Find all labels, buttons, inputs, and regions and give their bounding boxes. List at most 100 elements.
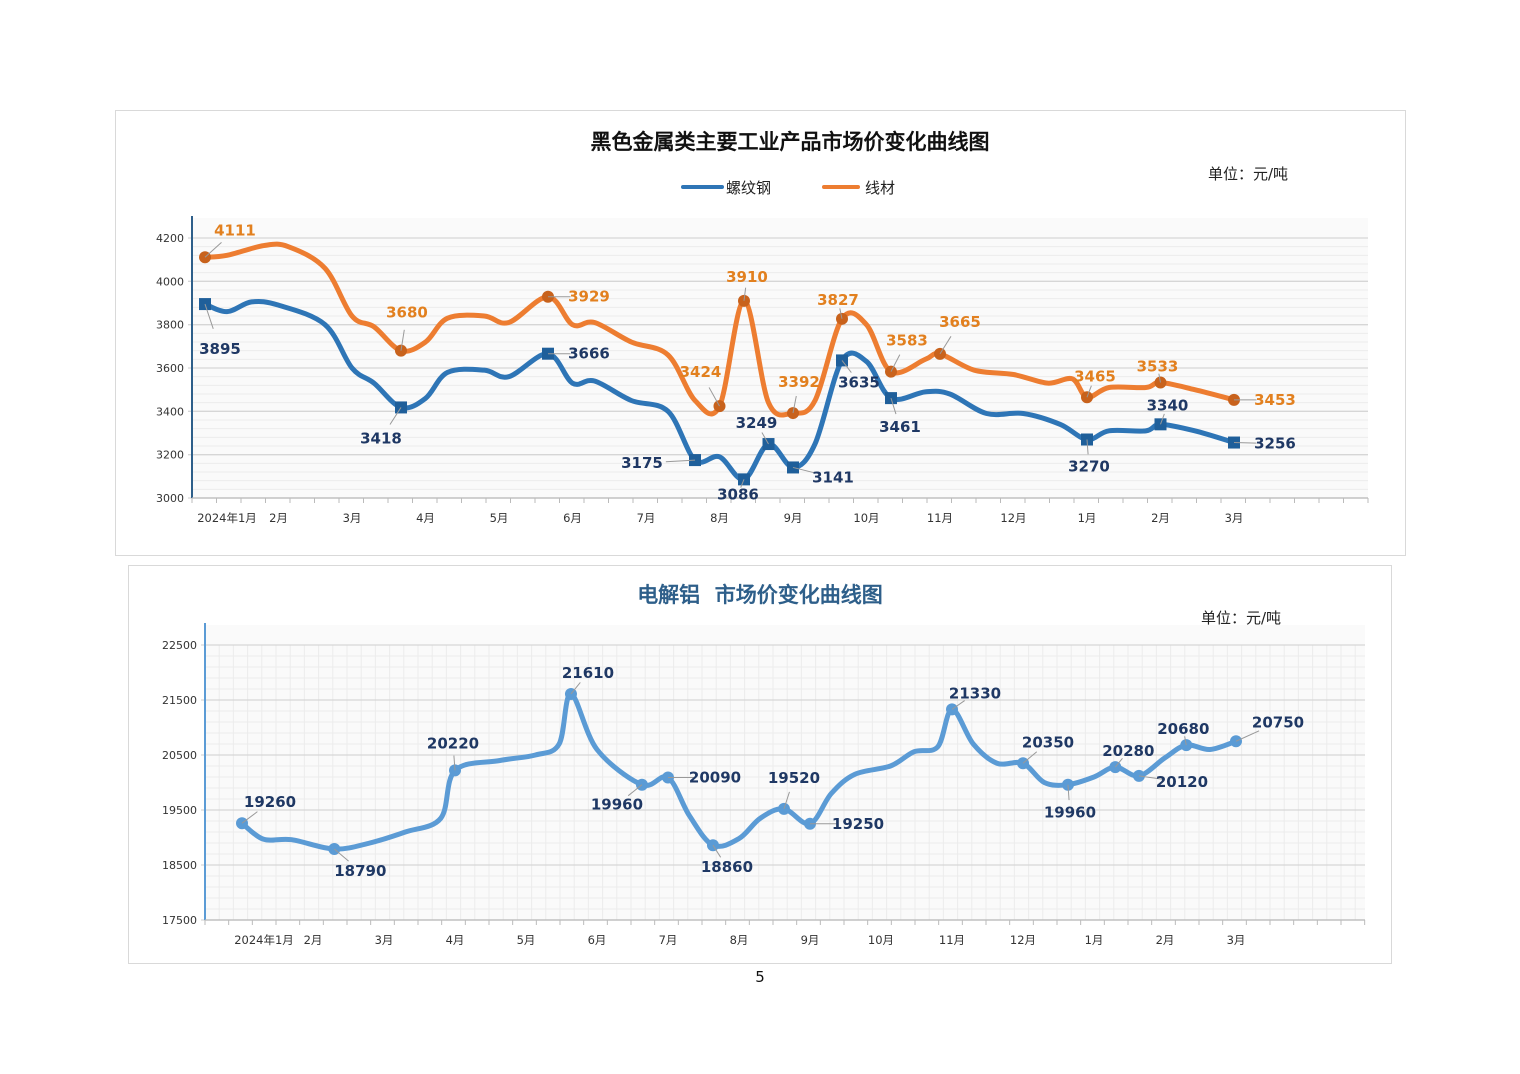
data-label: 19250 [832,815,884,833]
data-label: 21610 [562,664,614,682]
leader-line [1114,757,1123,768]
y-tick-label: 18500 [162,859,197,872]
leader-line [1067,784,1070,801]
x-tick-label: 5月 [490,511,509,525]
x-tick-label: 4月 [416,511,435,525]
x-tick-label: 2024年1月 [234,933,294,947]
x-tick-label: 4月 [446,933,465,947]
data-label: 3635 [838,373,880,391]
unit-label-steel: 单位：元/吨 [1208,165,1288,183]
data-label: 3175 [621,454,663,472]
y-tick-label: 17500 [162,914,197,927]
data-label: 3680 [386,304,428,322]
chart-title-aluminum: 电解铝 市场价变化曲线图 [637,583,883,607]
x-tick-label: 8月 [710,511,729,525]
data-label: 3666 [568,345,610,363]
legend: 螺纹钢 线材 [681,179,895,197]
leader-line [1235,730,1260,742]
leader-line [890,354,901,372]
leader-line [627,784,643,797]
data-label: 19260 [244,793,296,811]
leader-line [712,844,722,858]
data-label: 3249 [736,414,778,432]
leader-line [1184,736,1187,746]
data-label: 3086 [717,485,759,503]
x-tick-label: 2024年1月 [197,511,257,525]
data-label: 19960 [1044,804,1096,822]
leader-line [1160,413,1165,425]
leader-line [792,395,797,414]
data-label: 18790 [334,862,386,880]
leader-line [1086,439,1089,455]
data-label: 20350 [1022,733,1074,751]
data-label: 3465 [1074,367,1116,385]
leader-line [761,432,769,445]
leader-line [783,791,790,810]
leader-line [1158,373,1161,383]
data-label: 20090 [689,769,741,787]
x-tick-label: 5月 [517,933,536,947]
data-label: 18860 [701,858,753,876]
leader-line [1086,385,1092,398]
data-label: 20280 [1102,742,1154,760]
data-label: 3256 [1254,435,1296,453]
plot-background [205,625,1365,920]
leader-line [1022,751,1038,764]
data-label: 3340 [1147,396,1189,414]
y-tick-label: 3600 [156,362,184,375]
x-tick-label: 9月 [801,933,820,947]
x-tick-label: 10月 [868,933,894,947]
y-tick-label: 20500 [162,749,197,762]
leader-line [333,848,349,862]
leader-line [665,459,696,463]
data-label: 3665 [939,313,981,331]
data-label: 3453 [1254,391,1296,409]
legend-label-rebar: 螺纹钢 [726,179,771,197]
data-label: 20750 [1252,713,1304,731]
page-number: 5 [755,968,765,986]
leader-line [839,308,843,319]
data-label: 21330 [949,684,1001,702]
x-tick-label: 3月 [1227,933,1246,947]
data-label: 3141 [812,468,854,486]
leader-line [570,682,581,695]
leader-line [792,466,816,474]
x-tick-label: 12月 [1000,511,1026,525]
leader-line [1138,775,1163,780]
series-line-1 [202,241,1237,418]
leader-line [1233,442,1257,444]
data-label: 3424 [680,363,722,381]
data-label: 20220 [427,734,479,752]
data-label: 3827 [817,291,859,309]
leader-line [708,387,720,407]
data-label: 3895 [199,340,241,358]
data-label: 20680 [1157,720,1209,738]
x-tick-label: 2月 [304,933,323,947]
data-label: 3418 [360,429,402,447]
data-label: 19960 [591,796,643,814]
data-label: 4111 [214,221,256,239]
x-tick-label: 1月 [1078,511,1097,525]
x-tick-label: 2月 [269,511,288,525]
data-label: 3270 [1068,458,1110,476]
x-tick-label: 12月 [1010,933,1036,947]
leader-line [389,407,402,425]
y-tick-label: 4200 [156,232,184,245]
data-label: 3583 [886,332,928,350]
y-tick-label: 19500 [162,804,197,817]
leader-line [241,811,258,824]
unit-label-aluminum: 单位：元/吨 [1201,609,1281,627]
y-tick-label: 3000 [156,492,184,505]
y-tick-label: 22500 [162,639,197,652]
leader-line [400,329,405,351]
data-label: 3929 [568,288,610,306]
y-tick-label: 4000 [156,275,184,288]
x-tick-label: 11月 [939,933,965,947]
x-tick-label: 2月 [1151,511,1170,525]
y-tick-label: 3800 [156,319,184,332]
x-tick-label: 2月 [1156,933,1175,947]
x-tick-label: 8月 [730,933,749,947]
x-tick-label: 7月 [637,511,656,525]
x-tick-label: 6月 [588,933,607,947]
legend-label-wire: 线材 [865,179,895,197]
